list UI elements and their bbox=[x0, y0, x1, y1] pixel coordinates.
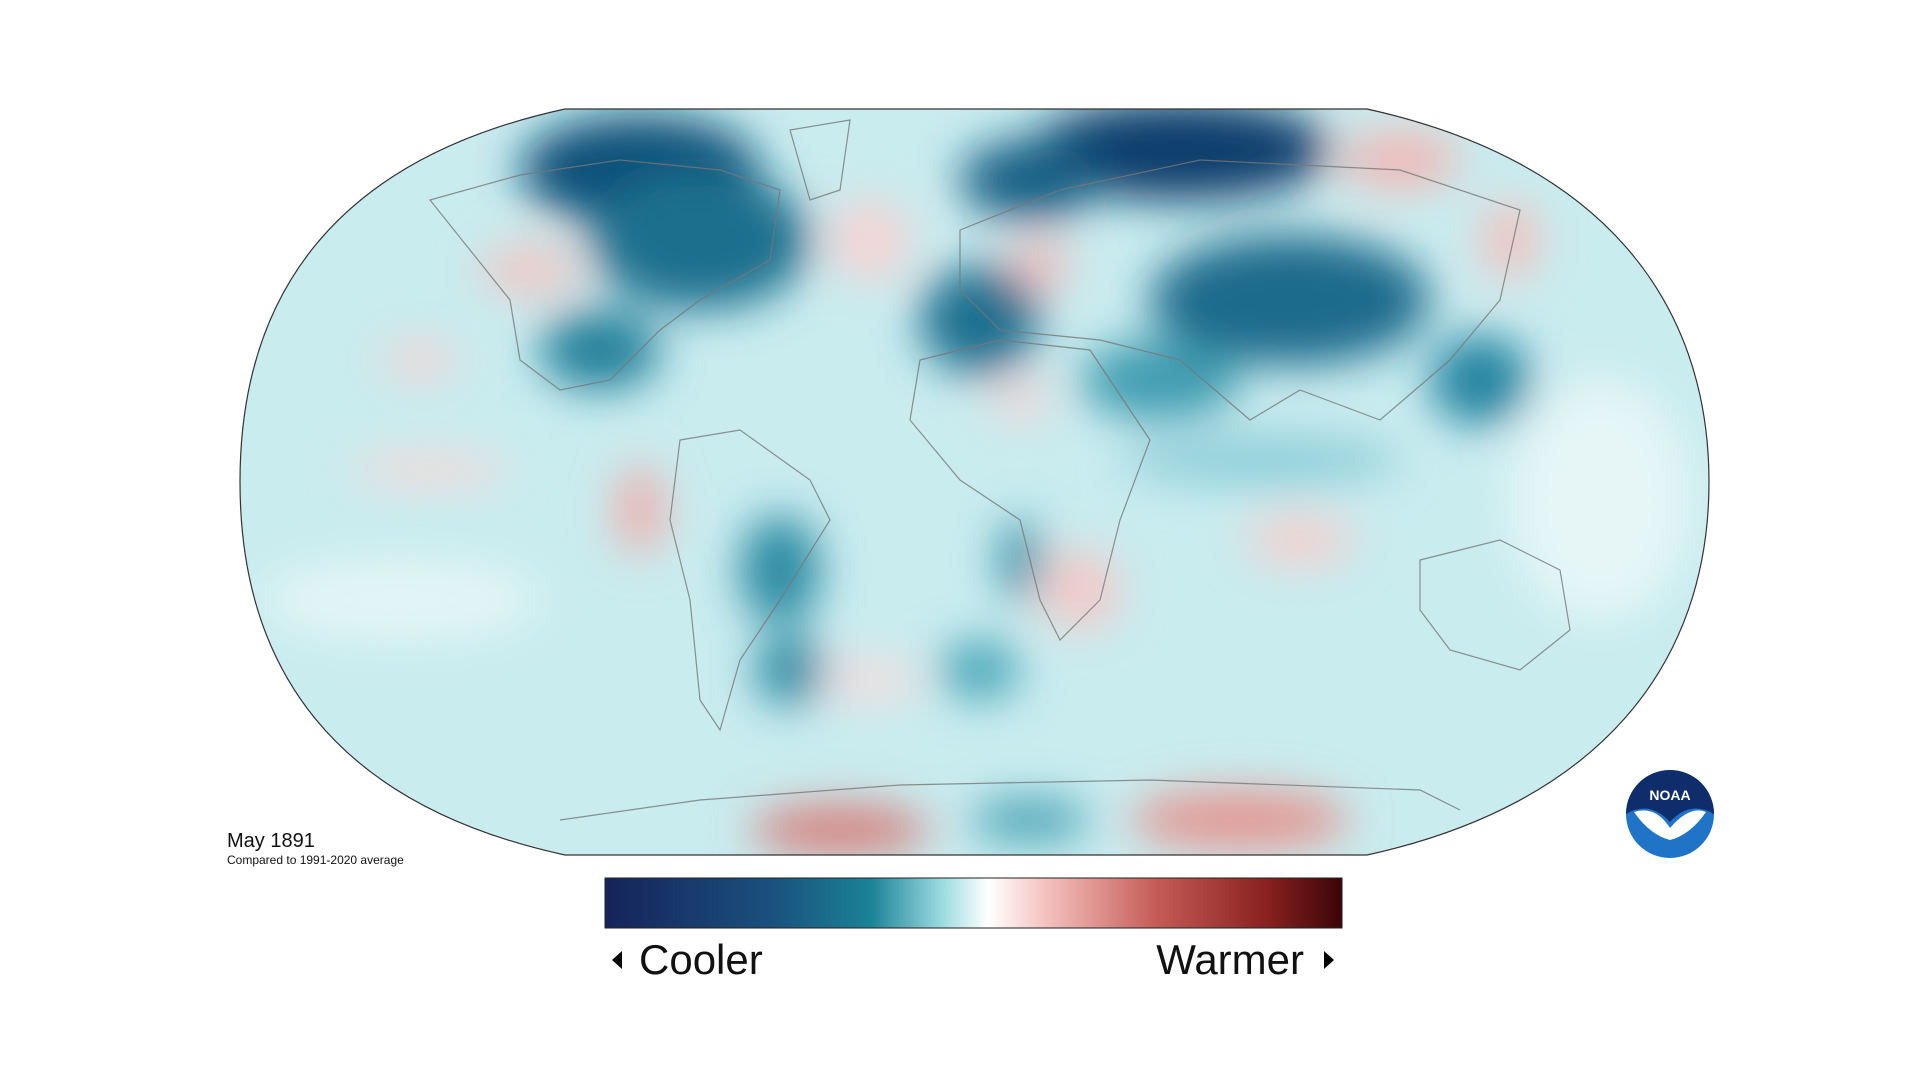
color-bar bbox=[604, 877, 1343, 929]
map-outline bbox=[239, 108, 1710, 856]
arrow-right bbox=[1324, 951, 1334, 969]
legend-low-label: Cooler bbox=[639, 936, 763, 983]
arrow-left bbox=[612, 951, 622, 969]
logo-text: NOAA bbox=[1649, 787, 1690, 803]
legend-high-label: Warmer bbox=[1156, 936, 1304, 983]
map-title: May 1891 bbox=[227, 830, 315, 852]
anomaly-map bbox=[240, 109, 1709, 855]
noaa-logo: NOAA bbox=[1626, 770, 1714, 858]
map-subtitle: Compared to 1991-2020 average bbox=[227, 853, 404, 867]
coastlines bbox=[428, 119, 1571, 821]
